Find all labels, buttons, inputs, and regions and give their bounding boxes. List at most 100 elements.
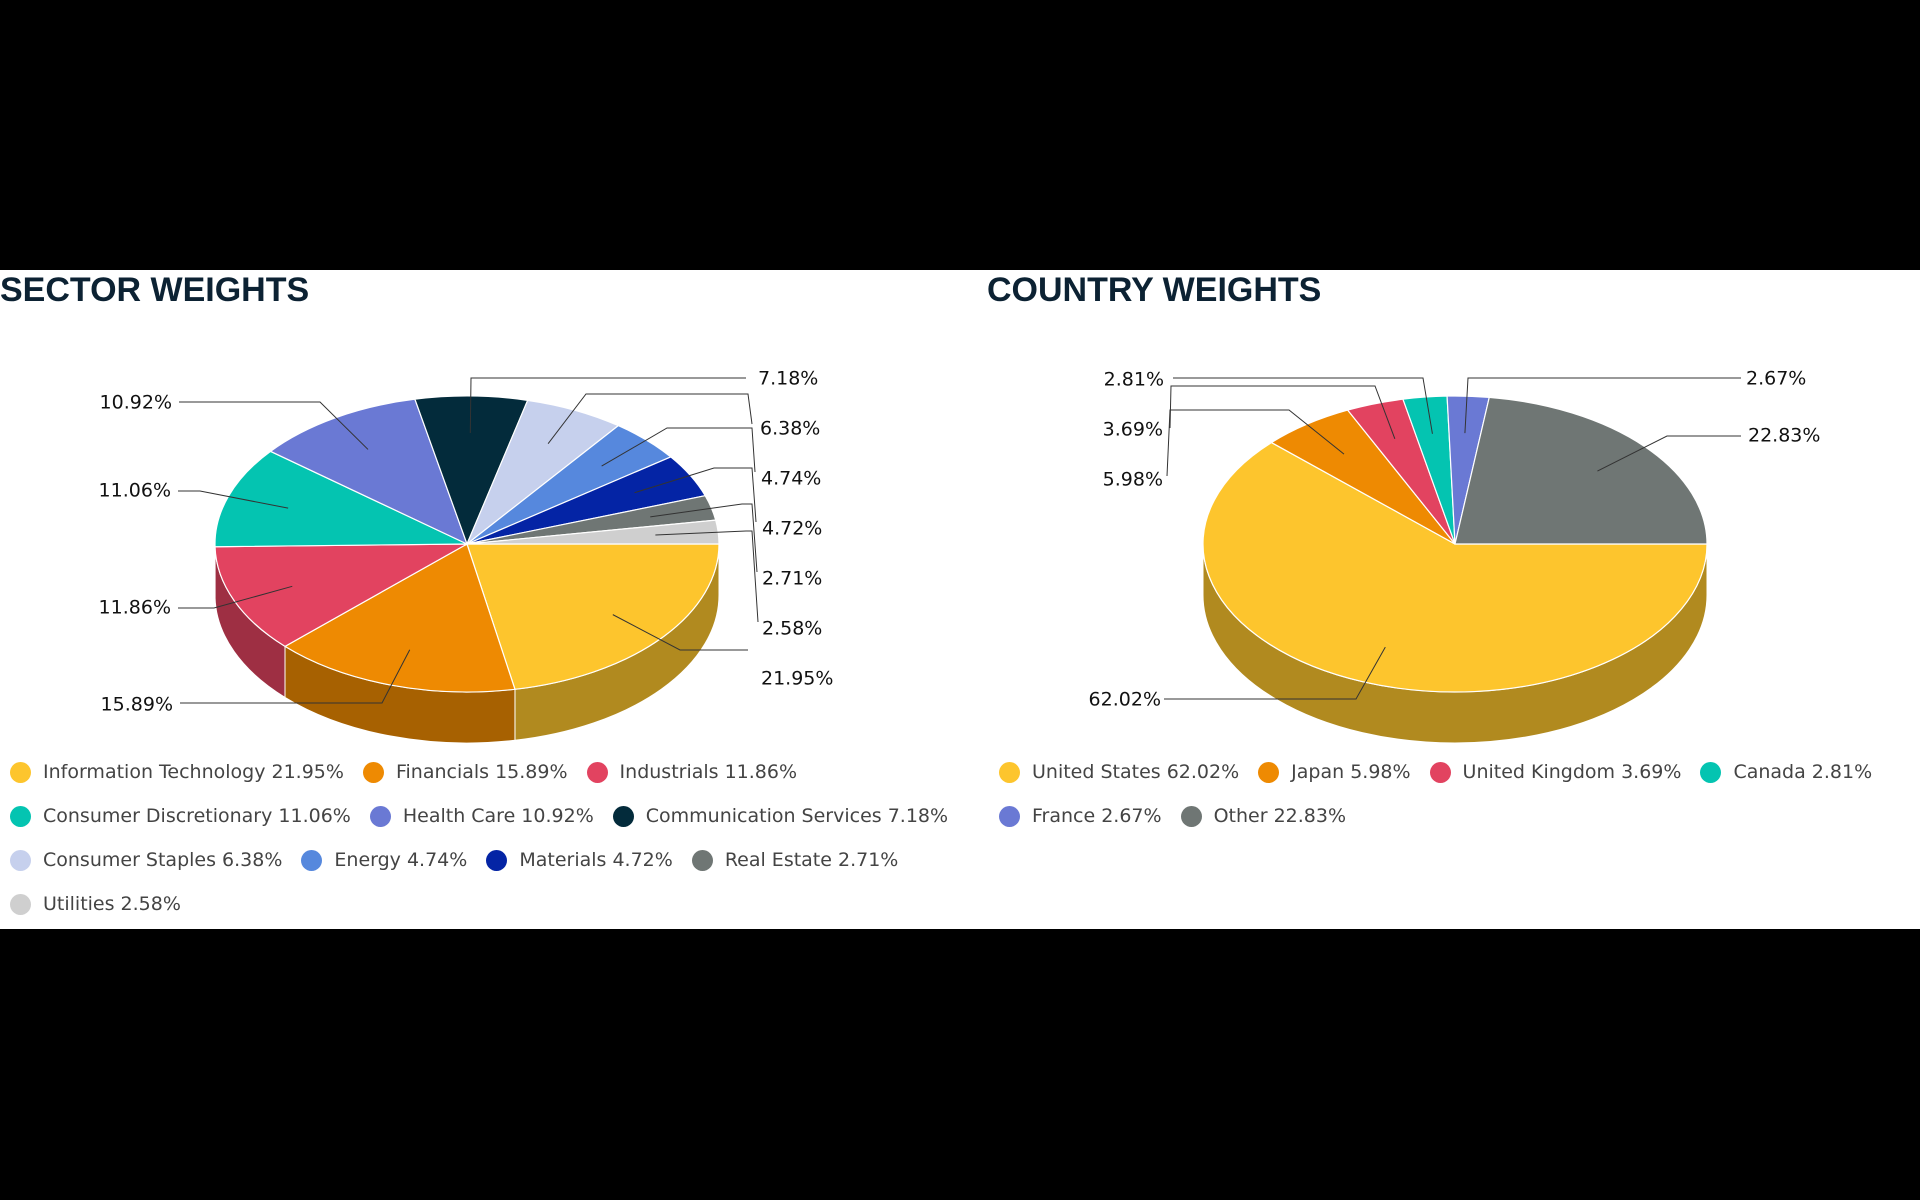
legend-label: Utilities 2.58%: [43, 893, 181, 915]
legend-label: Energy 4.74%: [334, 849, 468, 871]
sector-data-labels: 21.95% 15.89% 11.86% 11.06% 10.92% 7.18% 6.38%…: [99, 368, 834, 716]
legend-swatch: [1180, 805, 1202, 827]
legend-label: Information Technology 21.95%: [43, 761, 344, 783]
sector-label-consumer-staples: 6.38%: [760, 418, 820, 440]
country-leader-other: [1597, 435, 1741, 472]
sector-leader-utilities: [655, 530, 759, 623]
country-pie-top: [1202, 395, 1708, 693]
sector-slice-financials[interactable]: [283, 543, 516, 693]
legend-swatch: [10, 849, 31, 871]
sector-legend-item-financials[interactable]: Financials 15.89%: [362, 750, 568, 794]
sector-legend-item-information-technology[interactable]: Information Technology 21.95%: [10, 750, 344, 794]
sector-leader-consumer-discretionary: [178, 490, 289, 509]
legend-label: Other 22.83%: [1213, 805, 1347, 827]
legend-swatch: [10, 805, 31, 827]
sector-label-health-care: 10.92%: [100, 392, 172, 414]
country-legend-item-united-states[interactable]: United States 62.02%: [999, 750, 1239, 794]
sector-leader-health-care: [179, 401, 369, 450]
sector-label-real-estate: 2.71%: [762, 568, 822, 590]
sector-weights-chart: SECTOR WEIGHTS 21.95% 15.89% 11.86% 11.06% 1…: [0, 270, 960, 929]
sector-leader-communication-services: [469, 377, 746, 434]
legend-label: Consumer Staples 6.38%: [43, 849, 283, 871]
legend-swatch: [691, 849, 713, 871]
country-weights-title: COUNTRY WEIGHTS: [987, 271, 1322, 309]
country-label-united-states: 62.02%: [1089, 689, 1161, 711]
legend-swatch: [10, 893, 31, 915]
country-slice-other[interactable]: [1454, 396, 1708, 545]
legend-label: Japan 5.98%: [1291, 761, 1411, 783]
legend-label: France 2.67%: [1032, 805, 1162, 827]
legend-swatch: [1258, 761, 1280, 783]
sector-slice-communication-services[interactable]: [414, 395, 529, 546]
legend-label: Health Care 10.92%: [402, 805, 594, 827]
sector-legend-item-materials[interactable]: Materials 4.72%: [486, 838, 673, 882]
legend-swatch: [362, 761, 384, 783]
country-label-united-kingdom: 3.69%: [1103, 419, 1163, 441]
sector-legend-item-energy[interactable]: Energy 4.74%: [301, 838, 467, 882]
sector-label-financials: 15.89%: [101, 694, 173, 716]
country-leader-united-kingdom: [1169, 385, 1396, 439]
sector-label-materials: 4.72%: [762, 518, 822, 540]
country-weights-chart: COUNTRY WEIGHTS 62.02% 5.98% 3.69% 2.81% 2.6…: [987, 270, 1920, 929]
legend-label: Financials 15.89%: [395, 761, 568, 783]
country-label-japan: 5.98%: [1103, 469, 1163, 491]
legend-label: United Kingdom 3.69%: [1462, 761, 1682, 783]
legend-label: Canada 2.81%: [1733, 761, 1873, 783]
sector-leader-real-estate: [650, 503, 758, 573]
country-legend-item-france[interactable]: France 2.67%: [999, 794, 1162, 838]
sector-pie-svg: 21.95% 15.89% 11.86% 11.06% 10.92% 7.18% 6.38%…: [99, 368, 834, 744]
sector-legend-item-utilities[interactable]: Utilities 2.58%: [10, 882, 181, 926]
sector-leader-consumer-staples: [547, 393, 753, 445]
sector-slice-industrials[interactable]: [214, 543, 468, 648]
legend-swatch: [486, 849, 508, 871]
country-leader-united-states: [1164, 646, 1386, 700]
sector-label-consumer-discretionary: 11.06%: [99, 480, 171, 502]
legend-swatch: [999, 761, 1020, 783]
country-label-canada: 2.81%: [1104, 369, 1164, 391]
sector-legend-item-communication-services[interactable]: Communication Services 7.18%: [612, 794, 949, 838]
sector-leader-industrials: [178, 585, 293, 609]
legend-label: Real Estate 2.71%: [724, 849, 899, 871]
country-legend-item-canada[interactable]: Canada 2.81%: [1700, 750, 1872, 794]
sector-legend-item-health-care[interactable]: Health Care 10.92%: [369, 794, 594, 838]
country-legend-item-other[interactable]: Other 22.83%: [1180, 794, 1347, 838]
legend-label: Communication Services 7.18%: [645, 805, 949, 827]
country-legend: United States 62.02% Japan 5.98% United Ki…: [999, 750, 1920, 838]
sector-legend: Information Technology 21.95% Financials …: [10, 750, 970, 926]
sector-legend-item-real-estate[interactable]: Real Estate 2.71%: [691, 838, 899, 882]
sector-label-communication-services: 7.18%: [758, 368, 818, 390]
country-legend-item-united-kingdom[interactable]: United Kingdom 3.69%: [1429, 750, 1682, 794]
legend-swatch: [999, 805, 1020, 827]
sector-leader-materials: [634, 467, 757, 523]
legend-label: Materials 4.72%: [519, 849, 673, 871]
country-leader-japan: [1166, 409, 1345, 477]
country-leader-france: [1464, 377, 1741, 434]
legend-swatch: [1700, 761, 1722, 783]
country-pie-svg: 62.02% 5.98% 3.69% 2.81% 2.67% 22.83%: [1089, 368, 1821, 744]
legend-swatch: [586, 761, 608, 783]
legend-swatch: [612, 805, 634, 827]
sector-slice-health-care[interactable]: [269, 398, 469, 546]
legend-swatch: [1429, 761, 1451, 783]
sector-label-energy: 4.74%: [761, 468, 821, 490]
legend-swatch: [369, 805, 391, 827]
sector-legend-item-industrials[interactable]: Industrials 11.86%: [586, 750, 798, 794]
sector-label-utilities: 2.58%: [762, 618, 822, 640]
legend-label: Industrials 11.86%: [619, 761, 798, 783]
sector-label-industrials: 11.86%: [99, 597, 171, 619]
country-data-labels: 62.02% 5.98% 3.69% 2.81% 2.67% 22.83%: [1089, 368, 1821, 711]
sector-pie-sides: [214, 543, 720, 744]
sector-legend-item-consumer-staples[interactable]: Consumer Staples 6.38%: [10, 838, 282, 882]
country-legend-item-japan[interactable]: Japan 5.98%: [1258, 750, 1411, 794]
sector-slice-information-technology[interactable]: [466, 543, 720, 690]
weights-panel: SECTOR WEIGHTS 21.95% 15.89% 11.86% 11.06% 1…: [0, 270, 1920, 929]
country-leader-canada: [1173, 377, 1433, 434]
country-slice-united-states[interactable]: [1202, 441, 1708, 693]
sector-pie-top: [214, 395, 720, 693]
sector-leader-financials: [180, 649, 411, 704]
sector-leader-information-technology: [612, 614, 748, 651]
country-label-france: 2.67%: [1746, 368, 1806, 390]
sector-label-information-technology: 21.95%: [761, 668, 833, 690]
sector-legend-item-consumer-discretionary[interactable]: Consumer Discretionary 11.06%: [10, 794, 351, 838]
legend-swatch: [301, 849, 323, 871]
